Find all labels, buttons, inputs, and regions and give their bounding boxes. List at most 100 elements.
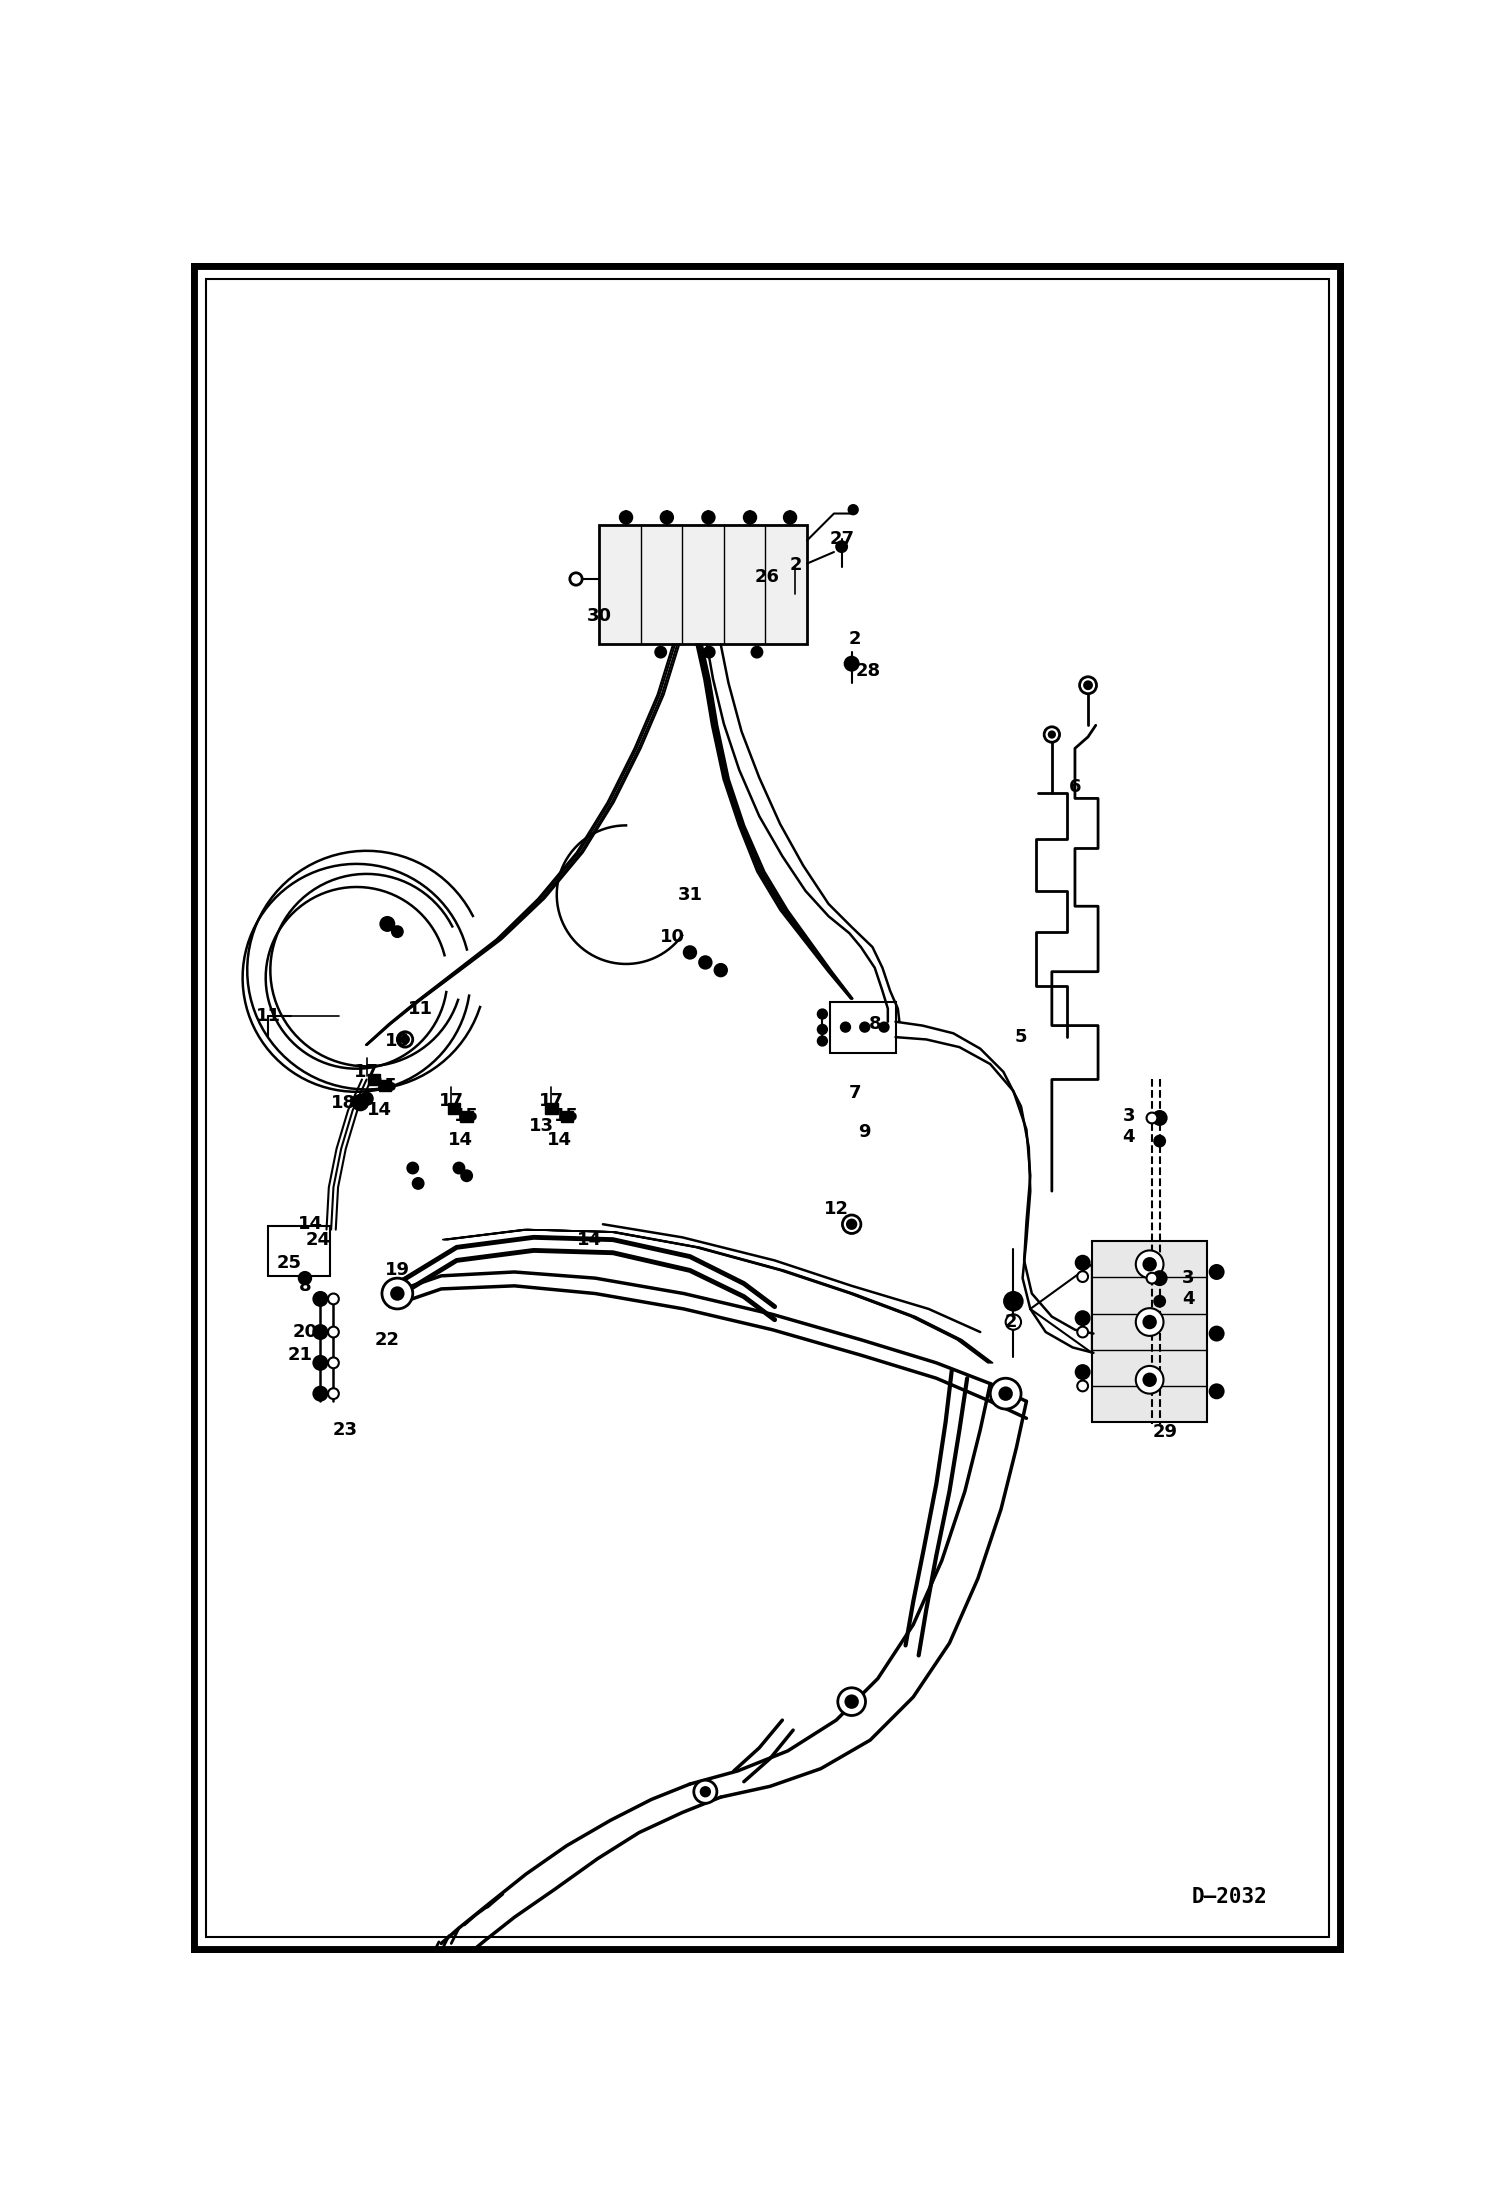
- Text: 31: 31: [677, 886, 703, 904]
- Circle shape: [1143, 1257, 1156, 1270]
- Text: 23: 23: [333, 1422, 358, 1439]
- Circle shape: [694, 1779, 718, 1803]
- Bar: [268, 1226, 330, 1277]
- Text: 4: 4: [1122, 1128, 1135, 1145]
- Text: 18: 18: [331, 1093, 357, 1112]
- Text: 30: 30: [587, 608, 611, 625]
- Text: 4: 4: [1182, 1290, 1194, 1308]
- Circle shape: [661, 511, 673, 524]
- Circle shape: [1085, 682, 1092, 689]
- Bar: [560, 1110, 572, 1121]
- Text: 14: 14: [547, 1130, 572, 1147]
- Circle shape: [1080, 676, 1097, 693]
- Circle shape: [1155, 1297, 1165, 1308]
- Circle shape: [860, 1022, 869, 1031]
- Text: 15: 15: [454, 1108, 479, 1126]
- Circle shape: [840, 1022, 851, 1031]
- Circle shape: [655, 647, 667, 658]
- Circle shape: [1146, 1112, 1158, 1123]
- Circle shape: [620, 511, 632, 524]
- Bar: [545, 1104, 557, 1115]
- Circle shape: [391, 1288, 403, 1299]
- Text: 15: 15: [373, 1077, 397, 1095]
- Text: 9: 9: [858, 1123, 870, 1141]
- Circle shape: [1155, 1136, 1165, 1147]
- Text: 10: 10: [659, 928, 685, 946]
- Text: 19: 19: [385, 1262, 410, 1279]
- Text: 11: 11: [407, 1000, 433, 1018]
- Circle shape: [846, 1220, 857, 1229]
- Circle shape: [1210, 1266, 1224, 1279]
- Circle shape: [845, 656, 858, 671]
- Text: 13: 13: [529, 1117, 554, 1134]
- Circle shape: [1077, 1327, 1088, 1338]
- Bar: [460, 1110, 473, 1121]
- Circle shape: [1077, 1270, 1088, 1281]
- Text: 5: 5: [1014, 1029, 1028, 1047]
- Text: 22: 22: [374, 1332, 400, 1349]
- Text: 20: 20: [292, 1323, 318, 1341]
- Text: 24: 24: [306, 1231, 331, 1248]
- Text: 12: 12: [824, 1200, 849, 1218]
- Text: 8: 8: [298, 1277, 312, 1294]
- Text: 16: 16: [385, 1031, 410, 1051]
- Circle shape: [1153, 1270, 1167, 1286]
- Circle shape: [700, 957, 712, 968]
- Text: 11: 11: [256, 1007, 280, 1025]
- Text: 21: 21: [288, 1347, 313, 1365]
- Circle shape: [879, 1022, 888, 1031]
- Text: 26: 26: [755, 568, 779, 586]
- Circle shape: [407, 1163, 418, 1174]
- Circle shape: [352, 1095, 369, 1110]
- Text: 28: 28: [855, 663, 881, 680]
- Circle shape: [783, 511, 797, 524]
- Circle shape: [999, 1387, 1011, 1400]
- Text: 14: 14: [298, 1215, 324, 1233]
- Circle shape: [397, 1031, 413, 1047]
- Bar: [448, 1104, 460, 1115]
- Circle shape: [1153, 1110, 1167, 1126]
- Text: 14: 14: [448, 1130, 473, 1147]
- Circle shape: [1004, 1292, 1023, 1310]
- Circle shape: [413, 1178, 424, 1189]
- Circle shape: [701, 1788, 710, 1797]
- Circle shape: [313, 1356, 327, 1369]
- Circle shape: [1143, 1373, 1156, 1387]
- Circle shape: [1210, 1327, 1224, 1341]
- Circle shape: [382, 1279, 413, 1310]
- Text: 8: 8: [869, 1016, 881, 1033]
- Text: 6: 6: [1068, 779, 1082, 796]
- Circle shape: [1076, 1255, 1089, 1270]
- Circle shape: [752, 647, 762, 658]
- Circle shape: [1135, 1308, 1164, 1336]
- Circle shape: [1049, 731, 1055, 737]
- Circle shape: [1143, 1316, 1156, 1327]
- Circle shape: [313, 1325, 327, 1338]
- Circle shape: [1076, 1312, 1089, 1325]
- Text: 1: 1: [1007, 1292, 1020, 1310]
- Text: 17: 17: [539, 1093, 563, 1110]
- Circle shape: [845, 1696, 858, 1707]
- Bar: [1092, 1242, 1207, 1422]
- Circle shape: [818, 1025, 827, 1033]
- Circle shape: [704, 647, 715, 658]
- Circle shape: [703, 511, 715, 524]
- Text: 7: 7: [848, 1084, 861, 1101]
- Circle shape: [401, 1036, 409, 1044]
- Circle shape: [1135, 1367, 1164, 1393]
- Text: 14: 14: [577, 1231, 602, 1248]
- Circle shape: [745, 511, 756, 524]
- Circle shape: [328, 1294, 339, 1303]
- Text: 3: 3: [1122, 1108, 1135, 1126]
- Circle shape: [683, 946, 697, 959]
- Text: 3: 3: [1182, 1268, 1194, 1288]
- Text: 14: 14: [367, 1101, 392, 1119]
- Text: 15: 15: [554, 1108, 580, 1126]
- Circle shape: [836, 542, 846, 553]
- Circle shape: [1076, 1365, 1089, 1380]
- Circle shape: [715, 963, 727, 976]
- Text: 2: 2: [1005, 1312, 1017, 1332]
- Bar: [599, 524, 807, 645]
- Circle shape: [313, 1387, 327, 1400]
- Circle shape: [1077, 1380, 1088, 1391]
